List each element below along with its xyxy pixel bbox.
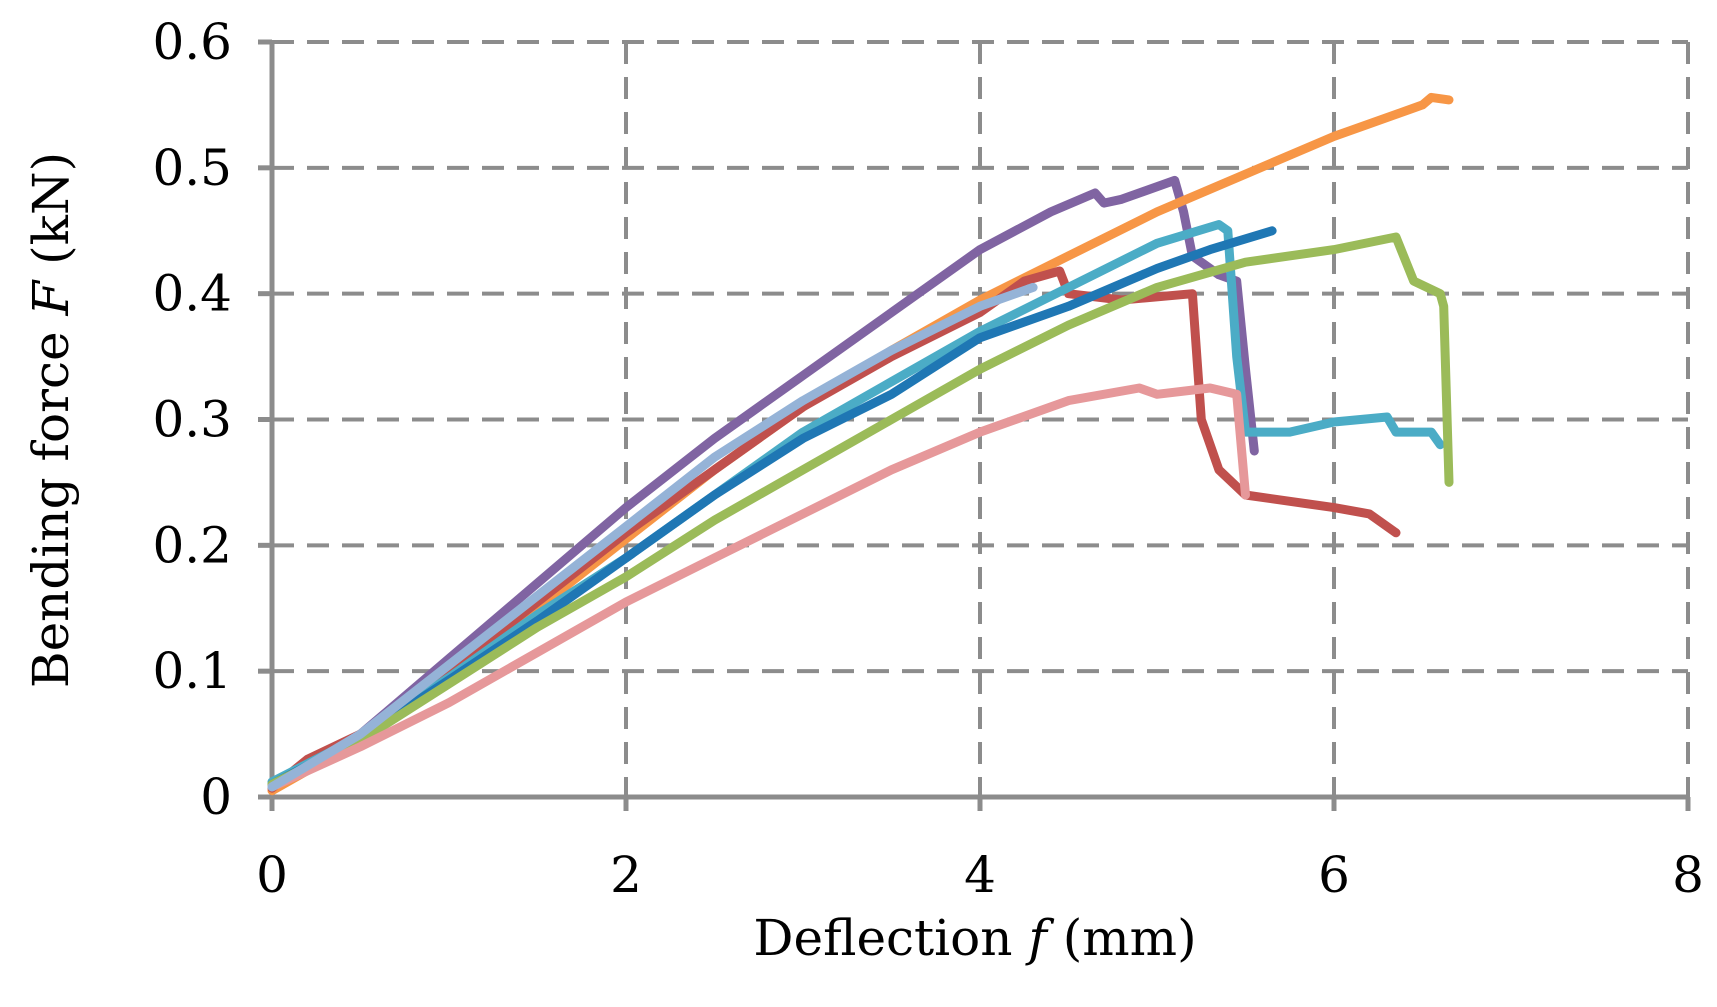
y-axis-label-variable: F (22, 279, 80, 317)
y-tick-label-1: 0.1 (152, 642, 232, 700)
series-line-3 (267, 266, 1401, 793)
grid-lines (272, 40, 1690, 797)
y-tick-label-6: 0.6 (152, 13, 232, 71)
x-tick-labels: 0 2 4 6 8 (256, 846, 1704, 904)
x-tick-label-2: 4 (964, 846, 996, 904)
y-axis-label-unit: (kN) (22, 152, 80, 281)
series-line-4 (267, 220, 1445, 787)
series-line-7 (267, 383, 1250, 792)
series-layer (267, 92, 1454, 796)
y-axis-label: Bending force F (kN) (22, 152, 80, 688)
series-line-8 (267, 282, 1038, 792)
x-tick-label-3: 6 (1318, 846, 1350, 904)
x-axis-label-text: Deflection (753, 909, 1028, 967)
x-tick-label-0: 0 (256, 846, 288, 904)
y-tick-label-2: 0.2 (152, 516, 232, 574)
y-tick-label-4: 0.4 (152, 265, 232, 323)
x-tick-label-4: 8 (1672, 846, 1704, 904)
series-line-6 (267, 232, 1454, 789)
x-axis-label-unit: (mm) (1047, 909, 1197, 967)
y-tick-label-5: 0.5 (152, 139, 232, 197)
x-tick-label-1: 2 (610, 846, 642, 904)
axes (258, 39, 1691, 811)
y-tick-label-3: 0.3 (152, 391, 232, 449)
y-axis-label-text: Bending force (22, 316, 80, 689)
y-tick-label-0: 0 (200, 768, 232, 826)
x-axis-label: Deflection f (mm) (753, 909, 1196, 967)
y-tick-labels: 0 0.1 0.2 0.3 0.4 0.5 0.6 (152, 13, 232, 826)
